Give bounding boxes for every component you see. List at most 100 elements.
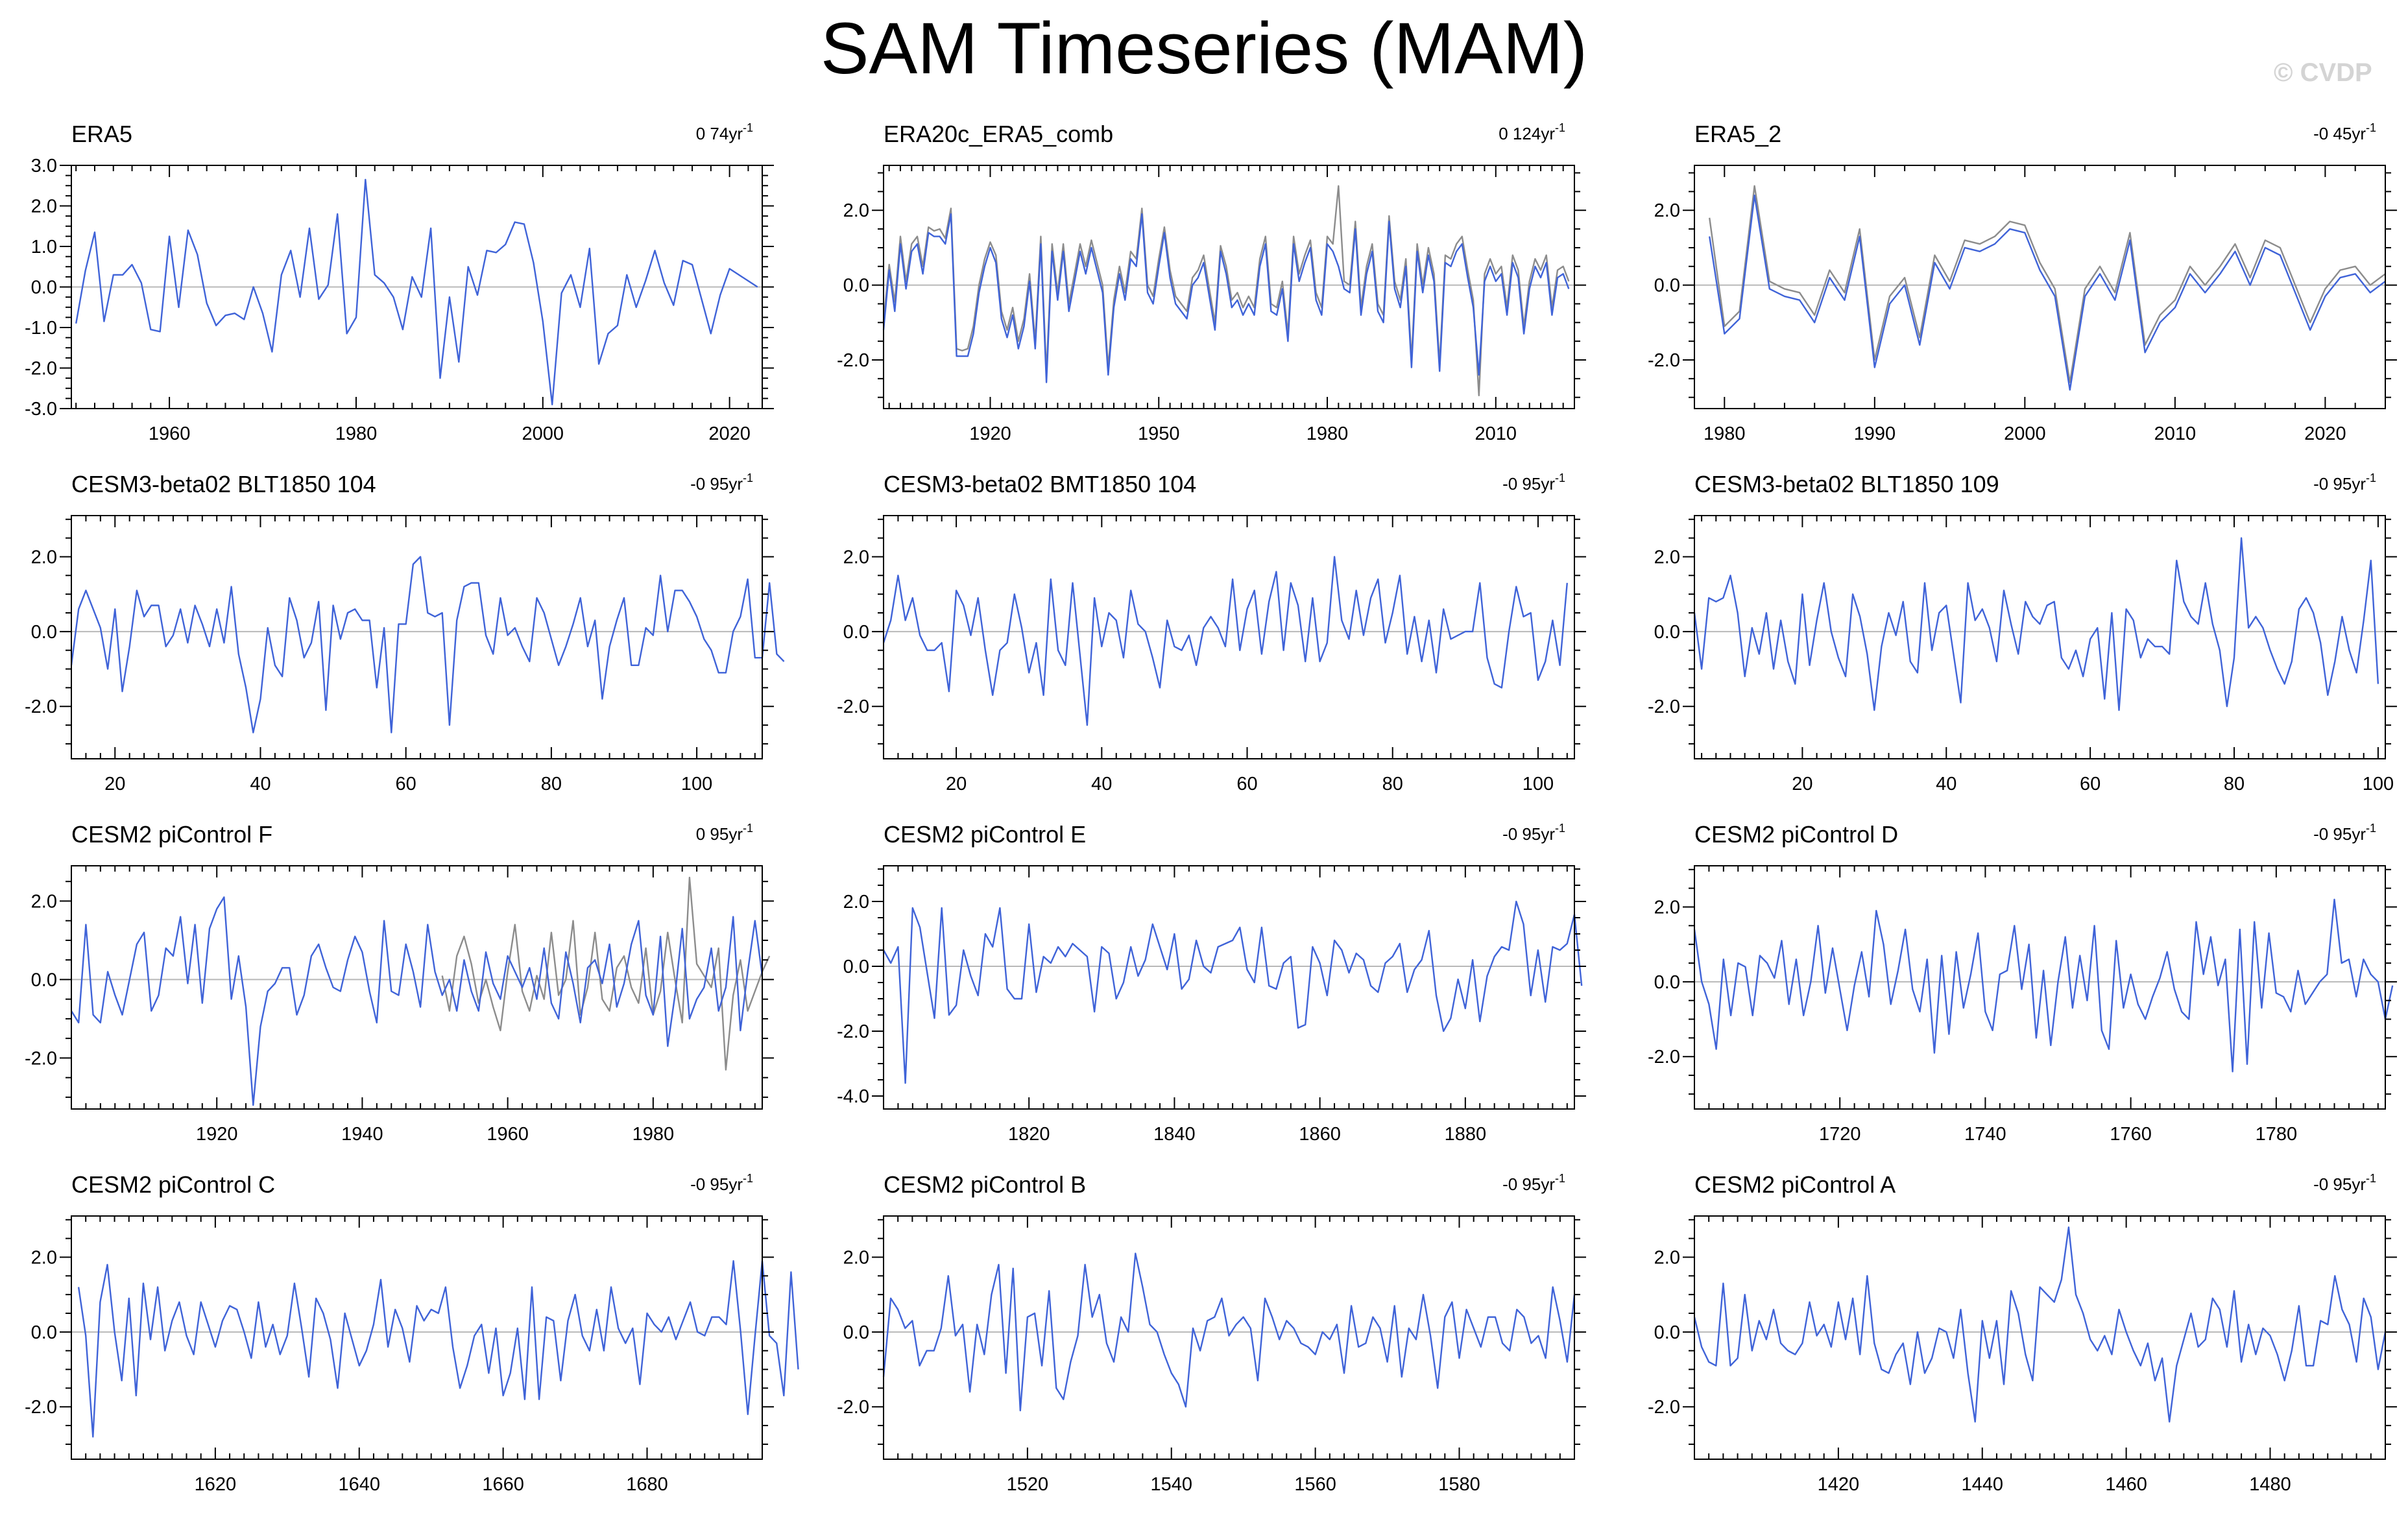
series-line-primary [882,213,1570,383]
x-tick-label: 1640 [338,1474,380,1495]
x-tick-label: 1760 [2110,1124,2152,1145]
y-tick-label: -1.0 [25,318,57,339]
y-tick-label: -2.0 [1648,1047,1680,1067]
x-tick-label: 1480 [2249,1474,2291,1495]
y-tick-label: 2.0 [31,197,57,217]
trend-label: -0 95yr-1 [1502,1172,1565,1194]
x-tick-label: 1560 [1294,1474,1336,1495]
y-tick-label: 0.0 [31,970,57,990]
panel-6: CESM2 piControl F 0 95yr-1 1920 1940 1960 198… [25,821,774,1145]
series-line-primary [70,896,764,1106]
x-tick-label: 1980 [335,423,378,444]
y-tick-label: -2.0 [837,697,869,717]
trend-label: -0 95yr-1 [1502,822,1565,844]
y-tick-label: 2.0 [1654,897,1680,918]
x-tick-label: 1580 [1438,1474,1480,1495]
plot-frame [1694,865,2386,1110]
x-tick-label: 20 [104,774,125,794]
x-tick-label: 1960 [487,1124,529,1145]
y-tick-label: -2.0 [1648,1397,1680,1418]
y-tick-label: 0.0 [1654,276,1680,296]
y-tick-label: 0.0 [1654,972,1680,993]
y-tick-label: 0.0 [1654,1322,1680,1343]
y-tick-label: -2.0 [837,1021,869,1042]
panel-title: CESM2 piControl F [71,821,272,848]
series-line-primary [1693,1226,2387,1423]
x-tick-label: 40 [1936,774,1956,794]
y-tick-label: -2.0 [837,350,869,371]
x-tick-label: 1840 [1153,1124,1196,1145]
trend-label: -0 95yr-1 [2313,822,2376,844]
x-tick-label: 1720 [1819,1124,1861,1145]
y-tick-label: 2.0 [843,892,869,912]
plot-frame [883,165,1575,409]
x-tick-label: 2020 [708,423,751,444]
x-tick-label: 1980 [1704,423,1746,444]
trend-label: -0 95yr-1 [1502,471,1565,494]
plot-frame [883,865,1575,1110]
plot-frame [1694,1215,2386,1460]
series-line-secondary [882,185,1570,396]
panel-title: CESM3-beta02 BMT1850 104 [884,471,1196,497]
trend-label: 0 124yr-1 [1499,121,1565,143]
panel-title: CESM2 piControl E [884,821,1086,848]
x-tick-label: 100 [681,774,712,794]
x-tick-label: 1960 [149,423,191,444]
y-tick-label: 2.0 [843,200,869,221]
x-tick-label: 1520 [1007,1474,1049,1495]
watermark: © CVDP [2274,58,2372,87]
plot-frame [71,865,763,1110]
trend-label: -0 95yr-1 [2313,1172,2376,1194]
y-tick-label: 3.0 [31,156,57,176]
plot-frame [1694,515,2386,759]
panel-title: CESM3-beta02 BLT1850 104 [71,471,376,497]
x-tick-label: 80 [541,774,562,794]
x-tick-label: 80 [2224,774,2245,794]
panel-1: ERA20c_ERA5_comb 0 124yr-1 1920 1950 1980 201… [837,121,1586,444]
plot-frame [71,1215,763,1460]
y-tick-label: -3.0 [25,399,57,420]
x-tick-label: 20 [1792,774,1812,794]
y-tick-label: 0.0 [843,1322,869,1343]
trend-label: -0 45yr-1 [2313,121,2376,143]
x-tick-label: 1820 [1008,1124,1050,1145]
y-tick-label: -2.0 [25,1397,57,1418]
trend-label: 0 74yr-1 [696,121,753,143]
panel-11: CESM2 piControl A -0 95yr-1 1420 1440 1460 14… [1648,1171,2397,1495]
y-tick-label: 0.0 [31,278,57,298]
panel-title: CESM2 piControl D [1694,821,1898,848]
series-line-secondary [1709,185,2386,383]
x-tick-label: 1920 [969,423,1011,444]
x-tick-label: 80 [1382,774,1403,794]
panel-title: CESM2 piControl B [884,1171,1086,1198]
y-tick-label: 0.0 [1654,622,1680,643]
x-tick-label: 2020 [2304,423,2346,444]
y-tick-label: 0.0 [31,1322,57,1343]
y-tick-label: 0.0 [31,622,57,643]
y-tick-label: -2.0 [25,697,57,717]
series-line-secondary [441,876,771,1071]
x-tick-label: 2010 [2154,423,2197,444]
x-tick-label: 60 [2080,774,2101,794]
panel-5: CESM3-beta02 BLT1850 109 -0 95yr-1 20 40 60 8… [1648,471,2397,794]
x-tick-label: 1420 [1818,1474,1860,1495]
x-tick-label: 1460 [2105,1474,2147,1495]
x-tick-label: 2000 [2004,423,2046,444]
series-line-primary [882,1252,1576,1412]
plot-frame [883,1215,1575,1460]
x-tick-label: 1740 [1964,1124,2006,1145]
x-tick-label: 1440 [1961,1474,2003,1495]
panel-title: ERA20c_ERA5_comb [884,121,1113,147]
x-tick-label: 40 [1091,774,1112,794]
y-tick-label: 0.0 [843,622,869,643]
y-tick-label: 2.0 [1654,547,1680,567]
x-tick-label: 60 [1236,774,1257,794]
panel-0: ERA5 0 74yr-1 1960 1980 2000 2020 -3.0 -2.0 -1.0… [25,121,774,444]
panel-3: CESM3-beta02 BLT1850 104 -0 95yr-1 20 40 60 8… [25,471,785,794]
y-tick-label: 2.0 [1654,1247,1680,1268]
panel-title: CESM2 piControl A [1694,1171,1896,1198]
x-tick-label: 1920 [196,1124,238,1145]
x-tick-label: 1980 [632,1124,675,1145]
series-line-primary [77,1260,799,1438]
